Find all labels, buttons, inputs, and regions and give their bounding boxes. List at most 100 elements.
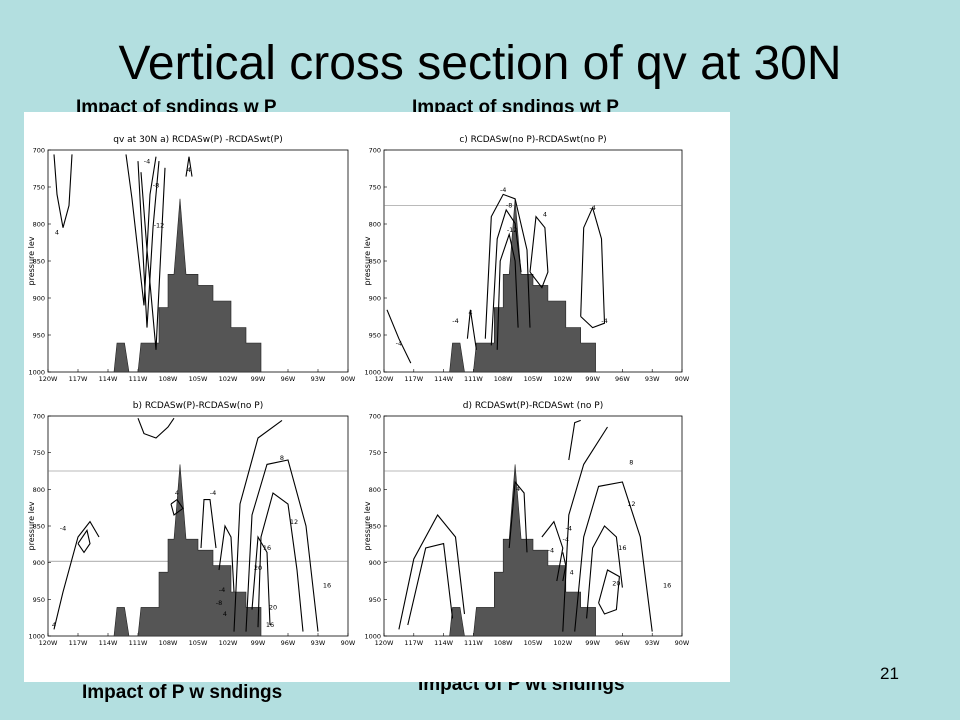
contour-line [137, 161, 160, 328]
x-tick-label: 105W [524, 639, 543, 647]
contour-label: 8 [280, 454, 284, 462]
y-axis-label: pressure lev [363, 501, 372, 550]
x-tick-label: 99W [585, 375, 600, 383]
x-tick-label: 102W [553, 639, 572, 647]
contour-label: -4 [563, 535, 569, 543]
y-tick-label: 700 [369, 413, 381, 421]
x-tick-label: 117W [69, 639, 88, 647]
contour-line [170, 498, 184, 516]
y-tick-label: 800 [33, 221, 45, 229]
contour-label: -4 [500, 186, 506, 194]
contour-line [386, 309, 412, 364]
y-axis-label: pressure lev [363, 236, 372, 285]
x-tick-label: 114W [434, 639, 453, 647]
contour-label: 4 [187, 166, 191, 174]
contour-line [598, 569, 620, 615]
contour-line [407, 542, 454, 626]
contour-label: -4 [589, 204, 595, 212]
y-tick-label: 800 [369, 221, 381, 229]
x-tick-label: 105W [524, 375, 543, 383]
x-tick-label: 105W [189, 639, 208, 647]
contour-label: 16 [263, 544, 271, 552]
contour-label: 4 [175, 489, 179, 497]
x-tick-label: 96W [615, 375, 630, 383]
y-tick-label: 850 [33, 523, 45, 531]
y-axis-label: pressure lev [27, 501, 36, 550]
contour-label: -8 [153, 182, 159, 190]
contour-label: -4 [144, 157, 150, 165]
x-tick-label: 111W [464, 639, 483, 647]
contour-label: 20 [612, 579, 620, 587]
contour-line [398, 514, 466, 630]
y-tick-label: 850 [369, 523, 381, 531]
contour-label: 4 [468, 308, 472, 316]
contour-label: -4 [60, 524, 66, 532]
contour-line [233, 419, 283, 632]
contour-line [245, 459, 319, 632]
y-tick-label: 900 [33, 295, 45, 303]
contour-label: 16 [323, 582, 331, 590]
x-tick-label: 96W [615, 639, 630, 647]
y-tick-label: 750 [369, 449, 381, 457]
y-tick-label: 700 [369, 147, 381, 155]
x-tick-label: 90W [341, 639, 356, 647]
x-tick-label: 93W [645, 639, 660, 647]
x-tick-label: 93W [645, 375, 660, 383]
x-tick-label: 105W [189, 375, 208, 383]
caption-bottom-left: Impact of P w sndings [82, 682, 283, 703]
cross-section-panel-2: c) RCDASw(no P)-RCDASwt(no P) pressure le… [363, 135, 690, 383]
contour-line [529, 215, 549, 289]
y-tick-label: 900 [33, 559, 45, 567]
x-tick-label: 99W [251, 639, 266, 647]
x-tick-label: 111W [464, 375, 483, 383]
y-tick-label: 1000 [28, 633, 45, 641]
terrain-fill [449, 198, 596, 373]
contour-label: 12 [290, 518, 298, 526]
y-tick-label: 750 [369, 184, 381, 192]
y-tick-label: 900 [369, 295, 381, 303]
cross-section-figure: qv at 30N a) RCDASw(P) -RCDASwt(P) pressu… [27, 135, 690, 647]
contour-line [466, 309, 477, 350]
panel-title: b) RCDASw(P)-RCDASw(no P) [133, 401, 264, 411]
x-tick-label: 114W [434, 375, 453, 383]
y-tick-label: 850 [33, 258, 45, 266]
contour-label: 4 [55, 228, 59, 236]
x-tick-label: 102W [219, 375, 238, 383]
contour-line [508, 480, 528, 553]
x-tick-label: 111W [129, 375, 148, 383]
x-tick-label: 114W [99, 375, 118, 383]
x-tick-label: 120W [39, 639, 58, 647]
contour-line [200, 499, 217, 549]
contour-label: -8 [216, 599, 222, 607]
terrain-fill [113, 464, 262, 637]
contour-line [53, 520, 100, 630]
x-tick-label: 117W [404, 639, 423, 647]
x-tick-label: 99W [251, 375, 266, 383]
panel-title: d) RCDASwt(P)-RCDASwt (no P) [463, 401, 603, 411]
y-tick-label: 950 [369, 332, 381, 340]
contour-label: 4 [223, 610, 227, 618]
contour-label: -4 [548, 546, 554, 554]
contour-label: -4 [210, 489, 216, 497]
panel-title: c) RCDASw(no P)-RCDASwt(no P) [459, 135, 606, 145]
y-tick-label: 750 [33, 184, 45, 192]
y-tick-label: 900 [369, 559, 381, 567]
contour-line [562, 426, 608, 632]
x-tick-label: 99W [585, 639, 600, 647]
x-tick-label: 102W [553, 375, 572, 383]
contour-label: 20 [254, 564, 262, 572]
contour-line [586, 525, 623, 619]
y-tick-label: 950 [33, 596, 45, 604]
x-tick-label: 108W [159, 375, 178, 383]
contour-label: -4 [452, 317, 458, 325]
y-tick-label: 750 [33, 449, 45, 457]
terrain-fill [449, 464, 596, 637]
x-tick-label: 114W [99, 639, 118, 647]
x-tick-label: 90W [675, 639, 690, 647]
x-tick-label: 120W [375, 639, 394, 647]
contour-label: 16 [618, 544, 626, 552]
contour-label: -4 [396, 339, 402, 347]
contour-label: 12 [627, 500, 635, 508]
contour-line [251, 535, 271, 626]
contour-label: -8 [506, 202, 512, 210]
